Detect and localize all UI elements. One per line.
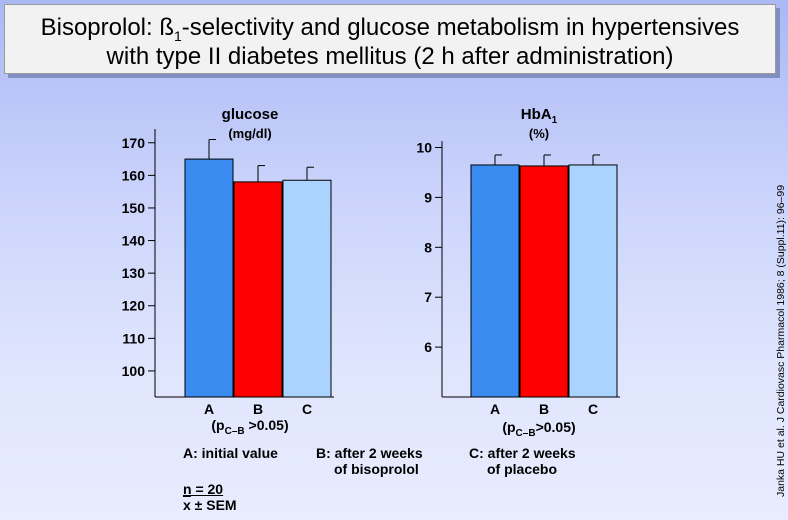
category-label-0-C: C	[302, 401, 312, 417]
source-reference: Janka HU et al. J Cardiovasc Pharmacol 1…	[775, 184, 787, 497]
category-label-0-B: B	[253, 401, 263, 417]
legend-c-line2: of placebo	[487, 461, 558, 477]
title-part2: -selectivity and glucose metabolism in h…	[181, 14, 740, 41]
title-line-1: Bisoprolol: ß1-selectivity and glucose m…	[5, 14, 775, 44]
y-tick-label-0-170: 170	[122, 135, 146, 151]
y-tick-label-1-9: 9	[424, 189, 432, 205]
y-tick-label-0-100: 100	[122, 363, 146, 379]
y-tick-label-0-140: 140	[122, 233, 146, 249]
legend-c-line1: C: after 2 weeks	[469, 445, 576, 461]
bar-1-C	[568, 164, 618, 398]
title-line-2: with type II diabetes mellitus (2 h afte…	[106, 43, 674, 70]
chart-note-1: (pC–B>0.05)	[502, 419, 575, 439]
bar-0-C	[282, 179, 332, 398]
y-tick-label-0-160: 160	[122, 167, 146, 183]
legend-a: A: initial value	[183, 445, 278, 461]
legend-b-line1: B: after 2 weeks	[316, 445, 423, 461]
chart-unit-0: (mg/dl)	[228, 126, 271, 141]
bar-1-B	[519, 165, 569, 398]
chart-title-1: HbA1	[521, 106, 558, 126]
category-label-1-A: A	[490, 401, 500, 417]
title-sub: 1	[174, 27, 182, 44]
title-box: Bisoprolol: ß1-selectivity and glucose m…	[4, 4, 776, 74]
y-tick-label-0-150: 150	[122, 200, 146, 216]
y-tick-label-1-7: 7	[424, 289, 432, 305]
chart-unit-1: (%)	[529, 126, 549, 141]
category-label-1-B: B	[539, 401, 549, 417]
legend-b-line2: of bisoprolol	[334, 461, 419, 477]
chart-note-0: (pC–B >0.05)	[211, 417, 288, 437]
category-label-0-A: A	[204, 401, 214, 417]
y-tick-label-0-130: 130	[122, 265, 146, 281]
legend-sem: x ± SEM	[183, 497, 237, 513]
y-tick-label-0-120: 120	[122, 298, 146, 314]
y-tick-label-1-6: 6	[424, 339, 432, 355]
bar-0-B	[233, 181, 283, 398]
chart-title-0: glucose	[222, 106, 279, 123]
y-tick-label-1-8: 8	[424, 239, 432, 255]
legend-xbar: x	[183, 497, 191, 513]
y-tick-label-1-10: 10	[416, 139, 432, 155]
bar-1-A	[470, 164, 520, 398]
legend-sem-text: ± SEM	[190, 497, 237, 513]
title-part1: Bisoprolol: ß	[40, 14, 174, 41]
bar-0-A	[184, 158, 234, 398]
y-tick-label-0-110: 110	[122, 330, 145, 346]
category-label-1-C: C	[588, 401, 598, 417]
legend-n: n = 20	[183, 481, 224, 497]
